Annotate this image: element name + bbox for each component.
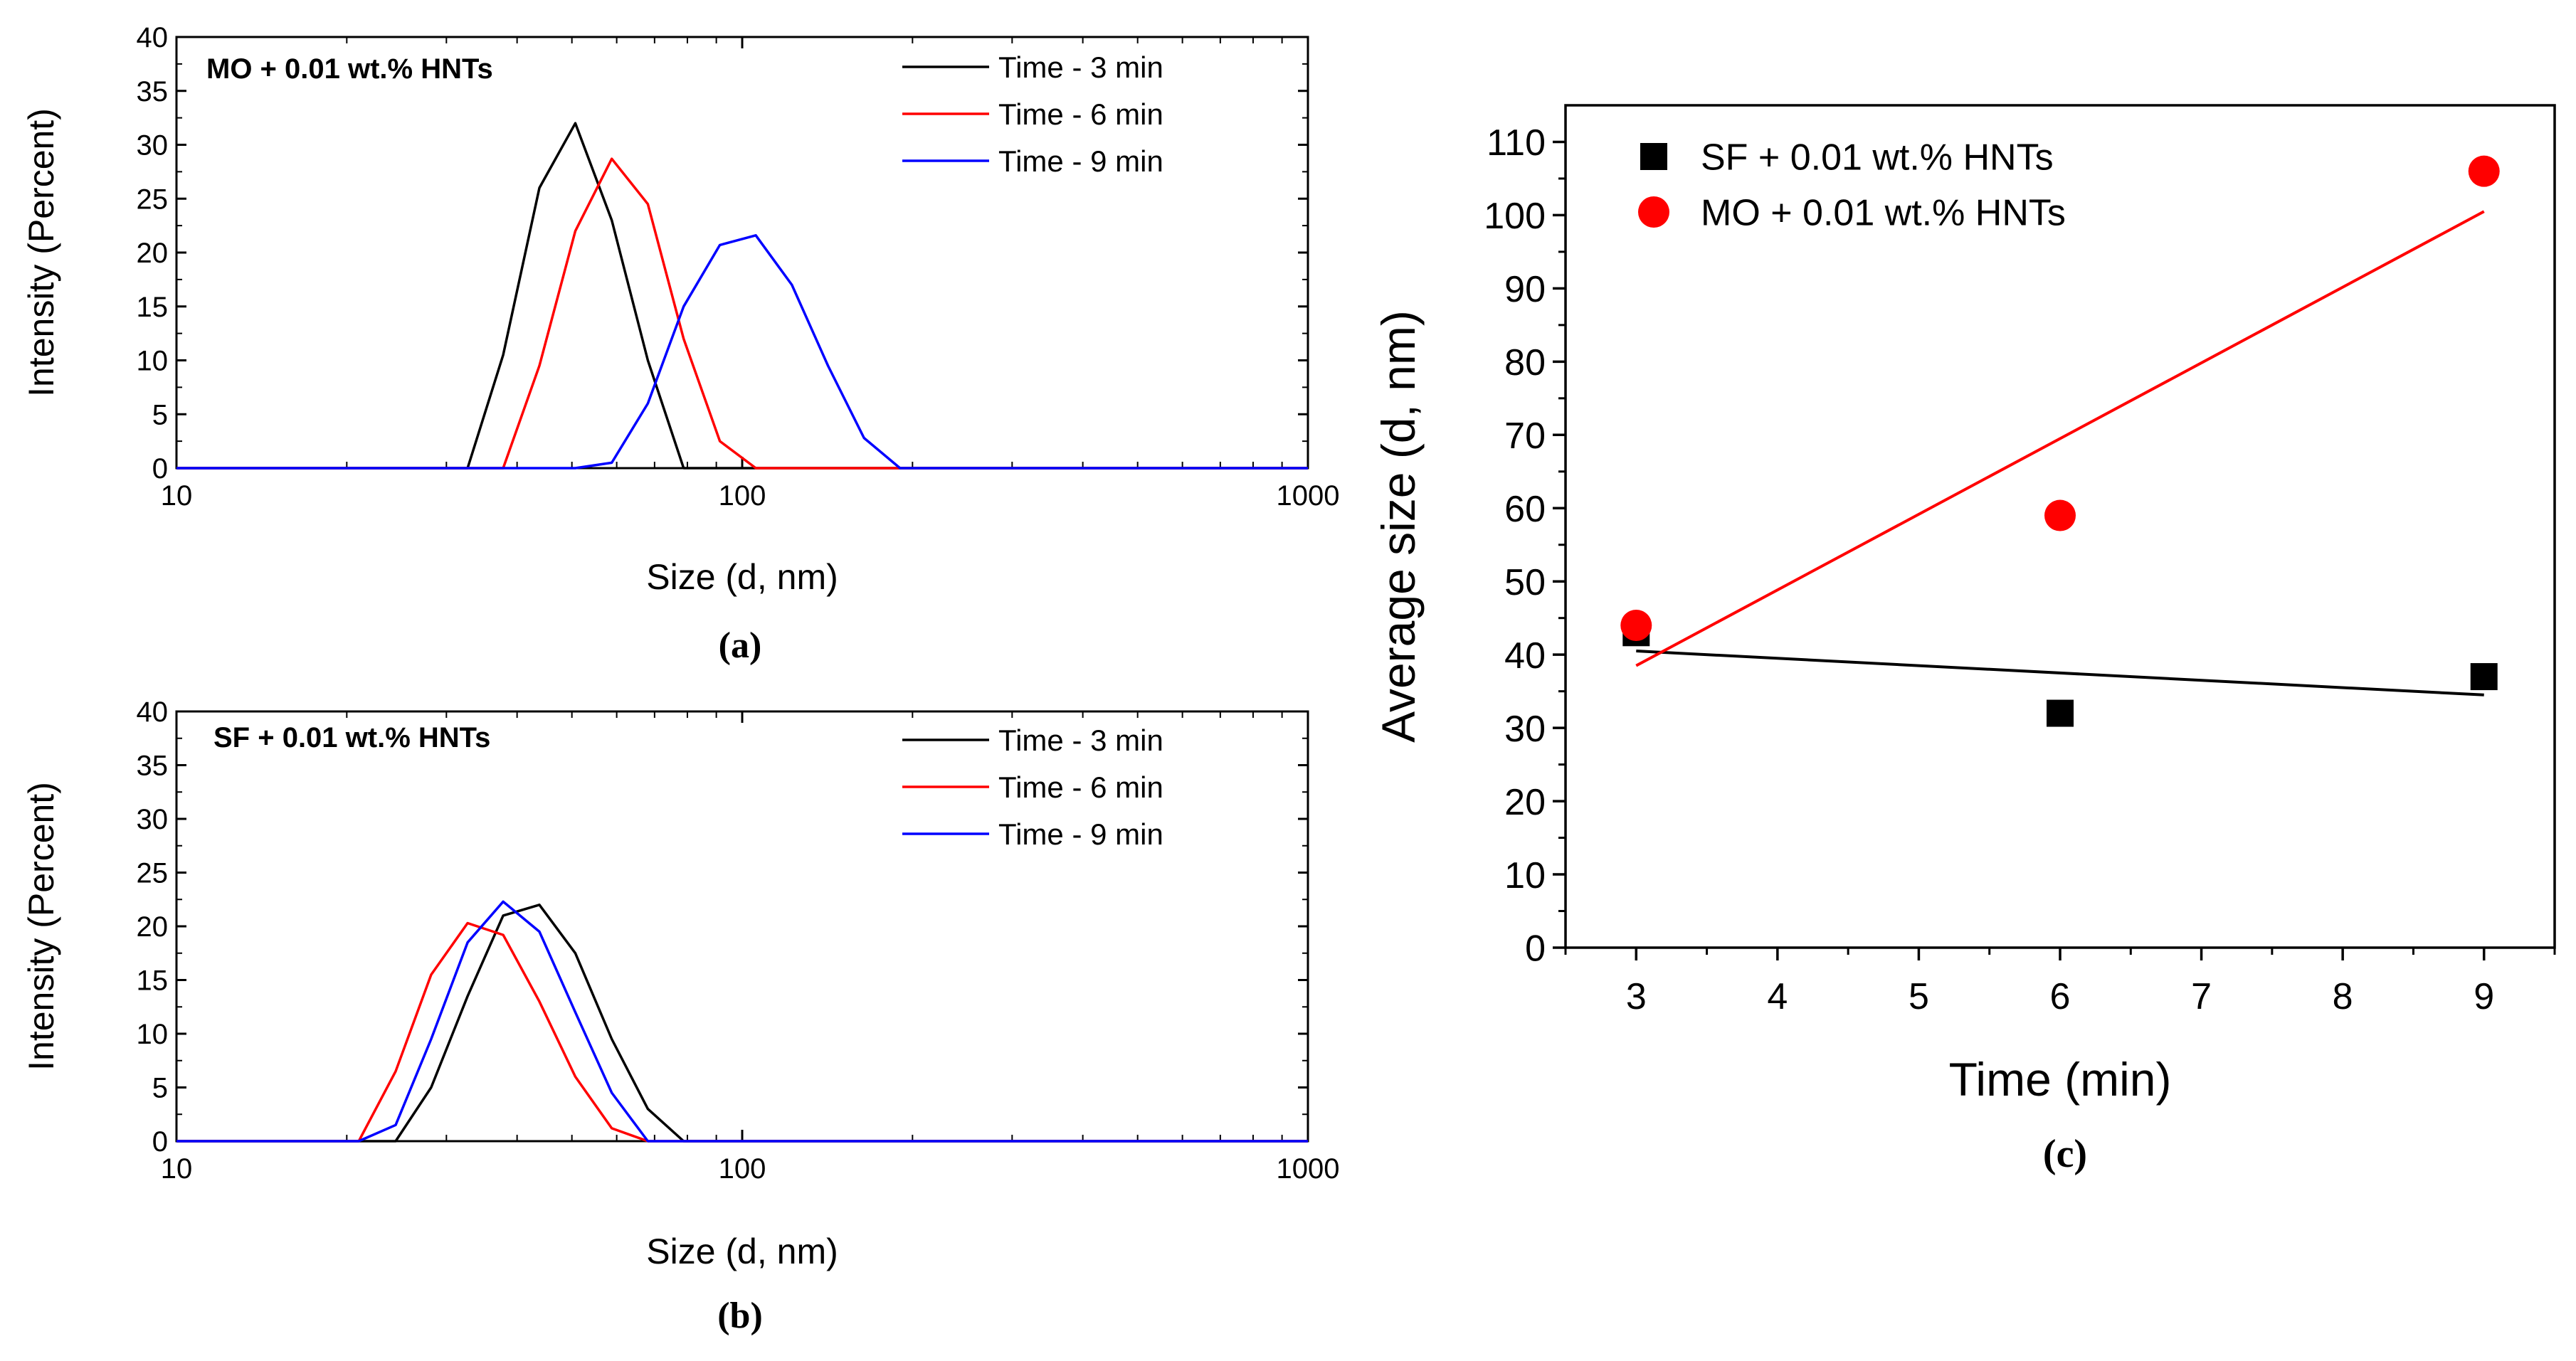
x-tick-label: 4 bbox=[1767, 976, 1788, 1017]
series-line bbox=[176, 159, 1308, 468]
series-line bbox=[176, 235, 1308, 468]
y-tick-label: 30 bbox=[137, 130, 169, 161]
x-tick-label: 5 bbox=[1909, 976, 1929, 1017]
legend-label: MO + 0.01 wt.% HNTs bbox=[1701, 193, 2066, 234]
x-tick-label: 1000 bbox=[1277, 1153, 1340, 1185]
panel-label: (a) bbox=[719, 625, 762, 666]
legend-label: SF + 0.01 wt.% HNTs bbox=[1701, 137, 2054, 179]
sample-label: SF + 0.01 wt.% HNTs bbox=[213, 722, 490, 753]
x-axis-label: Size (d, nm) bbox=[646, 1232, 838, 1271]
y-tick-label: 20 bbox=[137, 238, 169, 269]
panel-label: (c) bbox=[2043, 1132, 2087, 1176]
fit-line bbox=[1636, 211, 2483, 665]
y-tick-label: 100 bbox=[1484, 196, 1546, 237]
x-tick-label: 10 bbox=[161, 1153, 193, 1185]
fit-line bbox=[1636, 651, 2483, 695]
sample-label: MO + 0.01 wt.% HNTs bbox=[206, 53, 493, 85]
x-tick-label: 10 bbox=[161, 480, 193, 512]
y-tick-label: 40 bbox=[1504, 635, 1546, 677]
y-tick-label: 10 bbox=[1504, 855, 1546, 896]
data-point bbox=[2047, 700, 2074, 727]
y-tick-label: 20 bbox=[137, 911, 169, 943]
legend-marker bbox=[1638, 196, 1669, 228]
y-axis-label: Intensity (Percent) bbox=[21, 782, 61, 1071]
panel-label: (b) bbox=[717, 1296, 763, 1336]
y-tick-label: 30 bbox=[1504, 709, 1546, 750]
data-point bbox=[2044, 500, 2076, 531]
series-line bbox=[176, 923, 1308, 1142]
legend-label: Time - 6 min bbox=[998, 770, 1163, 804]
y-axis-label: Average size (d, nm) bbox=[1372, 310, 1425, 743]
y-tick-label: 10 bbox=[137, 1019, 169, 1050]
y-tick-label: 25 bbox=[137, 184, 169, 215]
y-tick-label: 60 bbox=[1504, 489, 1546, 530]
y-tick-label: 20 bbox=[1504, 782, 1546, 823]
x-tick-label: 8 bbox=[2333, 976, 2353, 1017]
y-tick-label: 70 bbox=[1504, 415, 1546, 457]
y-tick-label: 50 bbox=[1504, 562, 1546, 603]
legend-label: Time - 3 min bbox=[998, 51, 1163, 84]
x-tick-label: 3 bbox=[1626, 976, 1647, 1017]
legend-label: Time - 9 min bbox=[998, 144, 1163, 178]
x-tick-label: 100 bbox=[719, 1153, 766, 1185]
y-tick-label: 35 bbox=[137, 76, 169, 107]
series-line bbox=[176, 905, 1308, 1141]
y-tick-label: 25 bbox=[137, 858, 169, 889]
legend-label: Time - 9 min bbox=[998, 817, 1163, 851]
y-tick-label: 35 bbox=[137, 751, 169, 782]
series-line bbox=[176, 901, 1308, 1141]
y-tick-label: 110 bbox=[1487, 122, 1546, 164]
y-tick-label: 80 bbox=[1504, 342, 1546, 383]
x-tick-label: 7 bbox=[2191, 976, 2212, 1017]
y-tick-label: 0 bbox=[1525, 928, 1546, 970]
x-axis-label: Time (min) bbox=[1949, 1053, 2172, 1106]
y-tick-label: 10 bbox=[137, 346, 169, 377]
y-tick-label: 90 bbox=[1504, 269, 1546, 310]
y-tick-label: 15 bbox=[137, 292, 169, 323]
panel-c: 0 10 20 30 40 50 60 70 80 90 100 110 3 4 5 6 7 8 9 Average … bbox=[1372, 105, 2555, 1176]
data-point bbox=[2471, 663, 2498, 690]
y-axis-label: Intensity (Percent) bbox=[21, 108, 61, 397]
y-tick-label: 15 bbox=[137, 965, 169, 997]
x-tick-label: 6 bbox=[2050, 976, 2071, 1017]
legend-label: Time - 6 min bbox=[998, 97, 1163, 131]
data-point bbox=[2469, 156, 2500, 187]
legend-marker bbox=[1640, 143, 1667, 170]
x-tick-label: 100 bbox=[719, 480, 766, 512]
y-tick-label: 5 bbox=[152, 399, 168, 430]
y-tick-label: 40 bbox=[137, 697, 169, 728]
y-tick-label: 5 bbox=[152, 1073, 168, 1104]
data-point bbox=[1620, 610, 1652, 641]
legend-label: Time - 3 min bbox=[998, 724, 1163, 757]
x-tick-label: 1000 bbox=[1277, 480, 1340, 512]
x-axis-label: Size (d, nm) bbox=[646, 557, 838, 597]
figure: 051015202530354010 100 1000Intensity (Perc… bbox=[0, 0, 2576, 1361]
y-tick-label: 30 bbox=[137, 804, 169, 835]
y-tick-label: 40 bbox=[137, 22, 169, 53]
x-tick-label: 9 bbox=[2474, 976, 2494, 1017]
